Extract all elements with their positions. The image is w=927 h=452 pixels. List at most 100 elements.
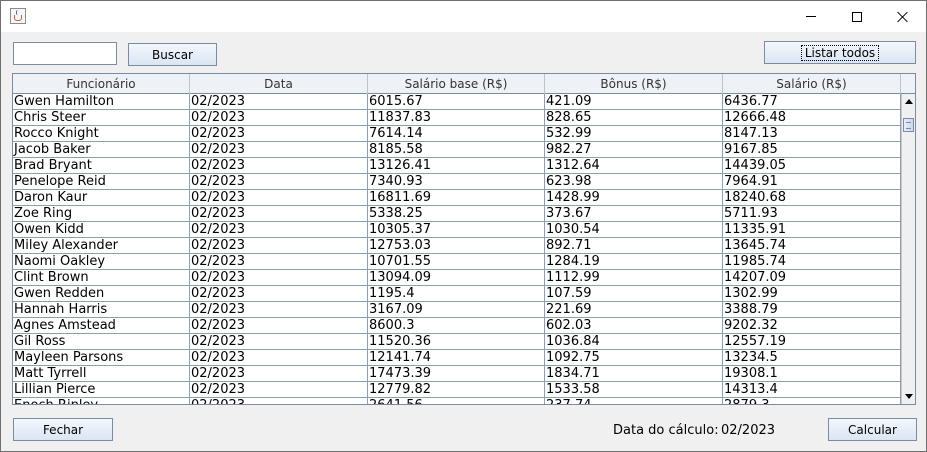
table-cell[interactable]: 892.71 — [545, 238, 723, 254]
table-cell[interactable]: 12666.48 — [723, 110, 901, 126]
table-cell[interactable]: 12141.74 — [368, 350, 545, 366]
table-body[interactable]: Gwen Hamilton 02/2023 6015.67 421.09 6436.77… — [13, 94, 901, 404]
table-cell[interactable]: 12779.82 — [368, 382, 545, 398]
table-row[interactable]: Mayleen Parsons 02/2023 12141.74 1092.75 132… — [13, 350, 901, 366]
maximize-button[interactable] — [834, 1, 880, 32]
table-cell[interactable]: 107.59 — [545, 286, 723, 302]
table-cell[interactable]: 1533.58 — [545, 382, 723, 398]
table-cell[interactable]: 02/2023 — [190, 318, 368, 334]
table-cell[interactable]: 02/2023 — [190, 334, 368, 350]
column-header[interactable]: Salário (R$) — [723, 74, 901, 94]
table-cell[interactable]: 5711.93 — [723, 206, 901, 222]
table-cell[interactable]: Rocco Knight — [13, 126, 190, 142]
table-cell[interactable]: 1302.99 — [723, 286, 901, 302]
table-cell[interactable]: 623.98 — [545, 174, 723, 190]
table-cell[interactable]: 9167.85 — [723, 142, 901, 158]
search-input[interactable] — [13, 42, 117, 65]
table-cell[interactable]: Lillian Pierce — [13, 382, 190, 398]
table-cell[interactable]: 1112.99 — [545, 270, 723, 286]
table-row[interactable]: Clint Brown 02/2023 13094.09 1112.99 14207.0… — [13, 270, 901, 286]
table-cell[interactable]: 02/2023 — [190, 270, 368, 286]
table-cell[interactable]: 1834.71 — [545, 366, 723, 382]
table-cell[interactable]: 1284.19 — [545, 254, 723, 270]
table-cell[interactable]: 02/2023 — [190, 350, 368, 366]
table-row[interactable]: Lillian Pierce 02/2023 12779.82 1533.58 1431… — [13, 382, 901, 398]
table-cell[interactable]: 8147.13 — [723, 126, 901, 142]
table-cell[interactable]: 02/2023 — [190, 158, 368, 174]
table-row[interactable]: Chris Steer 02/2023 11837.83 828.65 12666.48 — [13, 110, 901, 126]
table-cell[interactable]: 828.65 — [545, 110, 723, 126]
table-row[interactable]: Matt Tyrrell 02/2023 17473.39 1834.71 19308.… — [13, 366, 901, 382]
table-cell[interactable]: 02/2023 — [190, 94, 368, 110]
table-cell[interactable]: 6015.67 — [368, 94, 545, 110]
table-cell[interactable]: 02/2023 — [190, 398, 368, 404]
table-cell[interactable]: 8185.58 — [368, 142, 545, 158]
close-window-button[interactable] — [880, 1, 926, 32]
table-cell[interactable]: 13126.41 — [368, 158, 545, 174]
table-cell[interactable]: 2641.56 — [368, 398, 545, 404]
table-cell[interactable]: 221.69 — [545, 302, 723, 318]
table-cell[interactable]: 7614.14 — [368, 126, 545, 142]
table-cell[interactable]: 02/2023 — [190, 366, 368, 382]
table-cell[interactable]: 1428.99 — [545, 190, 723, 206]
table-cell[interactable]: 14313.4 — [723, 382, 901, 398]
table-cell[interactable]: 237.74 — [545, 398, 723, 404]
table-cell[interactable]: 1036.84 — [545, 334, 723, 350]
table-cell[interactable]: 373.67 — [545, 206, 723, 222]
table-cell[interactable]: 13645.74 — [723, 238, 901, 254]
table-row[interactable]: Gwen Redden 02/2023 1195.4 107.59 1302.99 — [13, 286, 901, 302]
table-cell[interactable]: Naomi Oakley — [13, 254, 190, 270]
table-row[interactable]: Brad Bryant 02/2023 13126.41 1312.64 14439.0… — [13, 158, 901, 174]
table-cell[interactable]: 9202.32 — [723, 318, 901, 334]
minimize-button[interactable] — [788, 1, 834, 32]
table-cell[interactable]: 13094.09 — [368, 270, 545, 286]
table-cell[interactable]: Zoe Ring — [13, 206, 190, 222]
table-cell[interactable]: Miley Alexander — [13, 238, 190, 254]
table-row[interactable]: Daron Kaur 02/2023 16811.69 1428.99 18240.68 — [13, 190, 901, 206]
list-all-button[interactable]: Listar todos — [764, 41, 916, 64]
scroll-up-button[interactable] — [902, 95, 915, 108]
table-cell[interactable]: 02/2023 — [190, 190, 368, 206]
table-row[interactable]: Naomi Oakley 02/2023 10701.55 1284.19 11985.… — [13, 254, 901, 270]
table-cell[interactable]: 602.03 — [545, 318, 723, 334]
table-cell[interactable]: 7340.93 — [368, 174, 545, 190]
table-row[interactable]: Enoch Ripley02/20232641.56237.742879.3 — [13, 398, 901, 404]
table-row[interactable]: Jacob Baker 02/2023 8185.58 982.27 9167.85 — [13, 142, 901, 158]
table-cell[interactable]: 17473.39 — [368, 366, 545, 382]
table-cell[interactable]: 8600.3 — [368, 318, 545, 334]
search-button[interactable]: Buscar — [128, 43, 217, 66]
table-cell[interactable]: 02/2023 — [190, 206, 368, 222]
table-row[interactable]: Gwen Hamilton 02/2023 6015.67 421.09 6436.77 — [13, 94, 901, 110]
table-cell[interactable]: 12753.03 — [368, 238, 545, 254]
table-row[interactable]: Owen Kidd 02/2023 10305.37 1030.54 11335.91 — [13, 222, 901, 238]
table-cell[interactable]: 532.99 — [545, 126, 723, 142]
table-cell[interactable]: 982.27 — [545, 142, 723, 158]
table-cell[interactable]: 11520.36 — [368, 334, 545, 350]
scroll-down-button[interactable] — [902, 390, 915, 403]
table-cell[interactable]: 11837.83 — [368, 110, 545, 126]
table-cell[interactable]: 421.09 — [545, 94, 723, 110]
vertical-scrollbar[interactable] — [901, 94, 915, 404]
table-cell[interactable]: 02/2023 — [190, 382, 368, 398]
table-cell[interactable]: 11985.74 — [723, 254, 901, 270]
table-cell[interactable]: Penelope Reid — [13, 174, 190, 190]
table-cell[interactable]: 3388.79 — [723, 302, 901, 318]
close-button[interactable]: Fechar — [13, 418, 113, 441]
table-row[interactable]: Rocco Knight 02/2023 7614.14 532.99 8147.13 — [13, 126, 901, 142]
table-cell[interactable]: Hannah Harris — [13, 302, 190, 318]
table-row[interactable]: Hannah Harris 02/2023 3167.09 221.69 3388.79 — [13, 302, 901, 318]
table-cell[interactable]: 5338.25 — [368, 206, 545, 222]
table-cell[interactable]: Jacob Baker — [13, 142, 190, 158]
table-cell[interactable]: 02/2023 — [190, 286, 368, 302]
table-cell[interactable]: 1030.54 — [545, 222, 723, 238]
table-cell[interactable]: 7964.91 — [723, 174, 901, 190]
title-bar[interactable] — [1, 1, 926, 32]
table-cell[interactable]: 02/2023 — [190, 174, 368, 190]
scrollbar-thumb[interactable] — [903, 118, 914, 132]
table-cell[interactable]: 10701.55 — [368, 254, 545, 270]
table-row[interactable]: Penelope Reid 02/2023 7340.93 623.98 7964.91 — [13, 174, 901, 190]
table-cell[interactable]: 14439.05 — [723, 158, 901, 174]
table-row[interactable]: Miley Alexander 02/2023 12753.03 892.71 1364… — [13, 238, 901, 254]
table-cell[interactable]: 14207.09 — [723, 270, 901, 286]
table-cell[interactable]: 12557.19 — [723, 334, 901, 350]
